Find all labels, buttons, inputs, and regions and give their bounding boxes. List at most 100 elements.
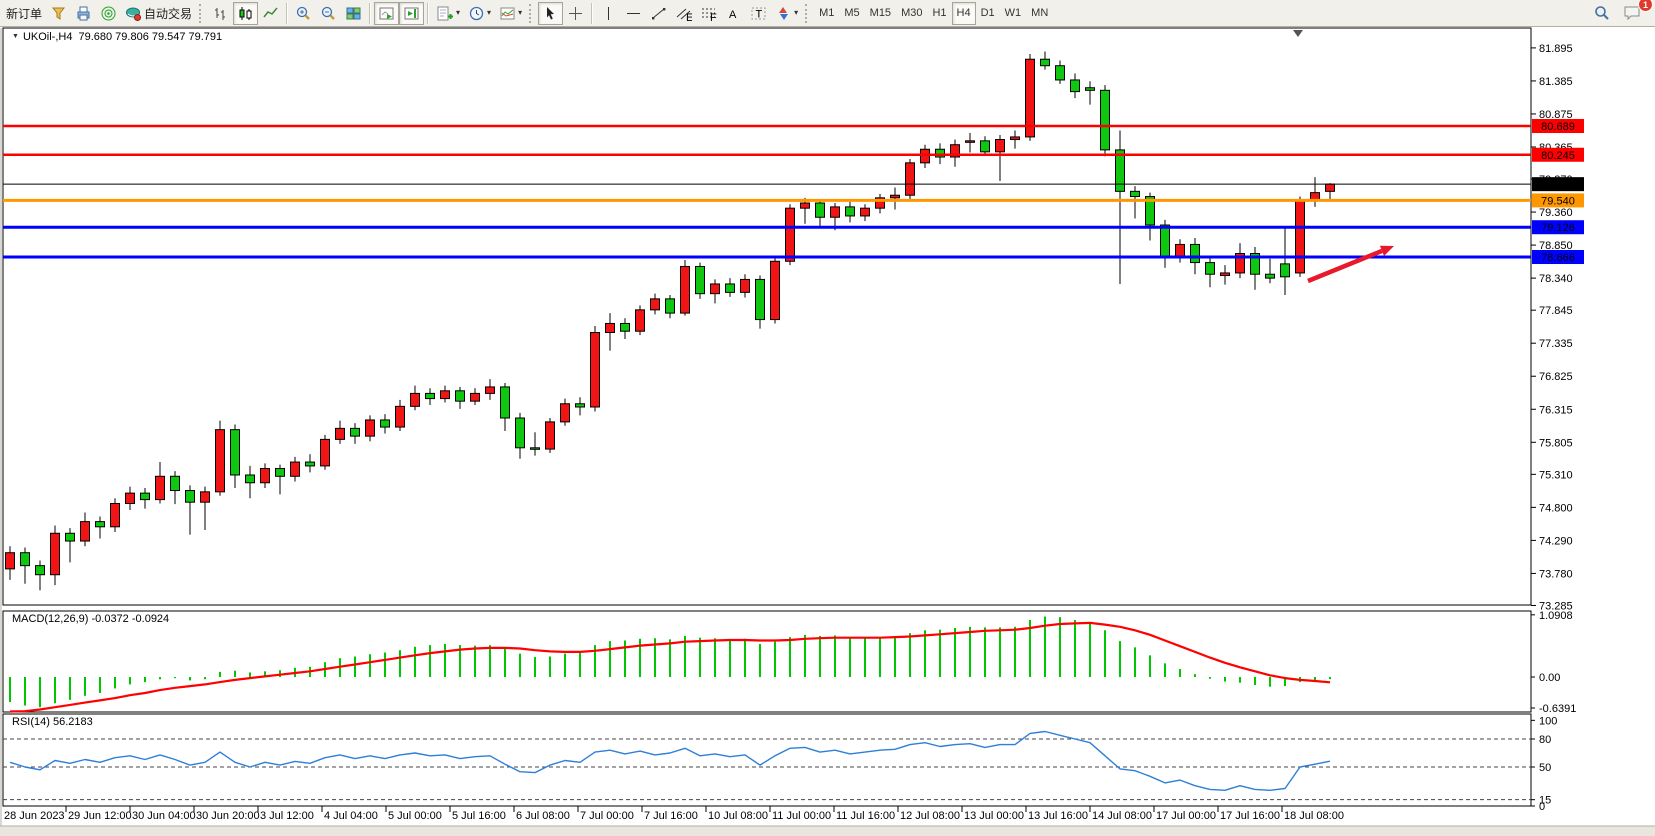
trend-arrow-head[interactable] — [1379, 245, 1394, 256]
timeframe-button-M1[interactable]: M1 — [814, 2, 839, 25]
toolbar-grip[interactable] — [529, 3, 533, 23]
equidistant-channel-tool-button[interactable]: E — [671, 2, 696, 25]
funnel-button[interactable] — [46, 2, 71, 25]
bar-chart-type-button[interactable] — [208, 2, 233, 25]
timeframe-button-H4[interactable]: H4 — [951, 1, 976, 25]
candle-bull — [905, 162, 915, 196]
chart-shift-button[interactable] — [399, 1, 425, 25]
time-axis-label: 18 Jul 08:00 — [1284, 810, 1344, 822]
text-tool-button[interactable]: A — [721, 2, 746, 25]
price-axis-tick-label: 77.845 — [1539, 305, 1573, 317]
symbol-menu-icon[interactable]: ▼ — [12, 33, 19, 40]
auto-scroll-button[interactable] — [374, 1, 400, 25]
price-badge-label: 80.689 — [1541, 121, 1575, 133]
chart-shift-marker[interactable] — [1293, 30, 1303, 37]
candle-bull — [485, 386, 495, 394]
time-axis-label: 7 Jul 00:00 — [580, 810, 634, 822]
timeframe-button-MN[interactable]: MN — [1026, 2, 1053, 25]
candle-bull — [440, 390, 450, 400]
printer-icon — [75, 5, 92, 22]
price-badge — [1532, 119, 1584, 133]
price-badge — [1532, 193, 1584, 208]
candle-bear — [245, 474, 255, 484]
auto-trading-button[interactable]: 自动交易 — [121, 2, 196, 25]
arrows-tool-button[interactable]: ▾ — [771, 2, 802, 25]
horizontal-line-tool-button[interactable] — [621, 2, 646, 25]
price-badge-label: 80.245 — [1541, 150, 1575, 162]
printer-button[interactable] — [71, 2, 96, 25]
candle-bear — [1280, 263, 1290, 278]
line-chart-type-button[interactable] — [258, 2, 283, 25]
crosshair-tool-button[interactable] — [563, 2, 588, 25]
candle-bull — [1235, 253, 1245, 274]
candle-bull — [1025, 58, 1035, 138]
price-badge-label: 79.126 — [1541, 222, 1575, 234]
indicator-template-icon — [499, 5, 516, 22]
price-axis-tick-label: 76.315 — [1539, 404, 1573, 416]
candle-bear — [1190, 243, 1200, 264]
candle-bear — [1115, 149, 1125, 192]
macd-signal-value: -0.0924 — [131, 613, 170, 625]
candle-bull — [50, 532, 60, 576]
timeframe-group: M1 M5 M15 M30 H1 H4 D1 W1 MN — [814, 1, 1053, 25]
time-axis-label: 17 Jul 00:00 — [1156, 810, 1216, 822]
toolbar-separator — [286, 2, 289, 24]
timeframe-button-H1[interactable]: H1 — [927, 2, 951, 25]
tile-windows-button[interactable] — [341, 2, 366, 25]
timeframe-button-M15[interactable]: M15 — [865, 2, 896, 25]
window-bottom-strip — [0, 826, 1655, 836]
candle-bear — [980, 140, 990, 153]
ohlc-close: 79.791 — [188, 31, 223, 43]
candle-bull — [710, 283, 720, 295]
candle-bull — [1010, 136, 1020, 141]
candle-bull — [1220, 272, 1230, 277]
search-button[interactable] — [1589, 2, 1615, 25]
time-axis-label: 13 Jul 16:00 — [1028, 810, 1088, 822]
ohlc-high: 79.806 — [115, 31, 149, 43]
vertical-line-tool-button[interactable] — [596, 2, 621, 25]
pane-splitter[interactable] — [0, 711, 1655, 715]
cursor-tool-button[interactable] — [538, 1, 564, 25]
zoom-in-button[interactable] — [291, 2, 316, 25]
radar-button[interactable] — [96, 2, 121, 25]
price-axis-tick-label: 77.335 — [1539, 338, 1573, 350]
tile-windows-icon — [345, 5, 362, 22]
svg-text:T: T — [756, 8, 763, 20]
fibonacci-tool-button[interactable]: F — [696, 2, 721, 25]
candle-bear — [530, 447, 540, 450]
pane-splitter[interactable] — [0, 605, 1655, 611]
candlestick-chart-icon — [237, 5, 254, 22]
candle-bull — [605, 322, 615, 334]
candlestick-chart-type-button[interactable] — [233, 1, 259, 25]
candle-bull — [320, 438, 330, 467]
zoom-in-icon — [295, 5, 312, 22]
dropdown-caret: ▾ — [794, 8, 799, 17]
templates-button[interactable]: ▾ — [495, 2, 526, 25]
candle-bull — [365, 419, 375, 437]
candle-bull — [830, 206, 840, 218]
timeframe-button-D1[interactable]: D1 — [976, 2, 1000, 25]
toolbar-grip[interactable] — [805, 3, 809, 23]
periods-button[interactable]: ▾ — [464, 2, 495, 25]
time-axis-label: 5 Jul 00:00 — [388, 810, 442, 822]
candle-bull — [80, 521, 90, 542]
timeframe-button-W1[interactable]: W1 — [1000, 2, 1027, 25]
macd-main-value: -0.0372 — [91, 613, 129, 625]
toolbar-grip[interactable] — [199, 3, 203, 23]
timeframe-button-M30[interactable]: M30 — [896, 2, 927, 25]
trend-arrow-line[interactable] — [1307, 248, 1383, 284]
trendline-tool-button[interactable] — [646, 2, 671, 25]
price-axis-tick-label: 80.875 — [1539, 109, 1573, 121]
new-order-button[interactable]: 新订单 — [2, 2, 46, 25]
time-axis-label: 29 Jun 12:00 — [68, 810, 132, 822]
notification-badge[interactable]: 1 — [1638, 0, 1653, 13]
candle-bull — [785, 207, 795, 262]
timeframe-button-M5[interactable]: M5 — [839, 2, 864, 25]
price-axis-tick-label: 74.800 — [1539, 502, 1573, 514]
new-chart-button[interactable]: ▾ — [432, 2, 464, 25]
zoom-out-button[interactable] — [316, 2, 341, 25]
text-label-tool-button[interactable]: T — [746, 2, 771, 25]
candle-bull — [1175, 243, 1185, 257]
candle-bear — [65, 532, 75, 542]
